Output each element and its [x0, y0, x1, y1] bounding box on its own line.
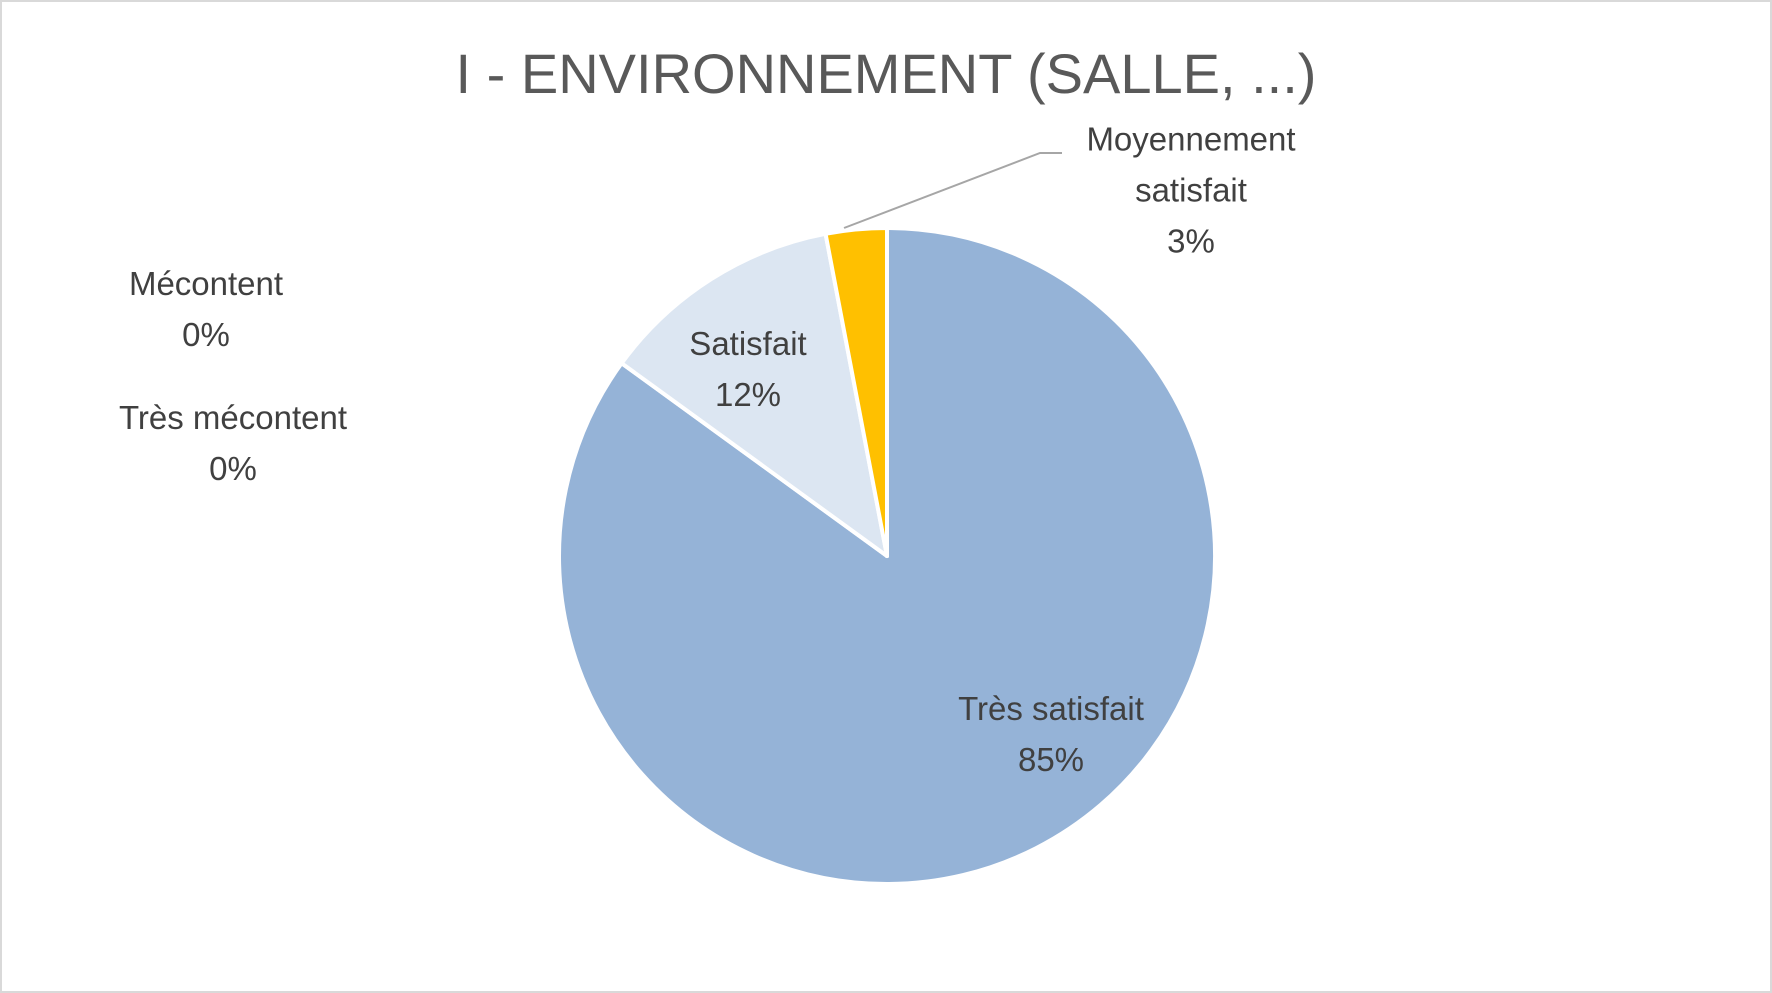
- label-value: 85%: [1017, 741, 1085, 778]
- data-label: Moyennement satisfait 3%: [1061, 114, 1321, 267]
- data-label: Très mécontent 0%: [119, 392, 347, 494]
- label-value: 3%: [1167, 222, 1215, 260]
- pie-slice: [619, 231, 889, 558]
- label-category: Très satisfait: [958, 690, 1144, 727]
- label-category: Satisfait: [689, 325, 807, 362]
- label-value: 12%: [714, 376, 782, 413]
- label-category: Très mécontent: [118, 399, 348, 436]
- leader-line: [843, 152, 1062, 229]
- chart-title: I - ENVIRONNEMENT (SALLE, ...): [456, 42, 1317, 105]
- data-label: Satisfait 12%: [689, 318, 806, 420]
- data-label: Mécontent 0%: [129, 258, 283, 360]
- label-category: Moyennement satisfait: [1086, 120, 1296, 209]
- label-value: 0%: [209, 450, 257, 487]
- data-label: Très satisfait 85%: [958, 683, 1144, 785]
- label-value: 0%: [182, 316, 230, 353]
- label-category: Mécontent: [128, 265, 284, 302]
